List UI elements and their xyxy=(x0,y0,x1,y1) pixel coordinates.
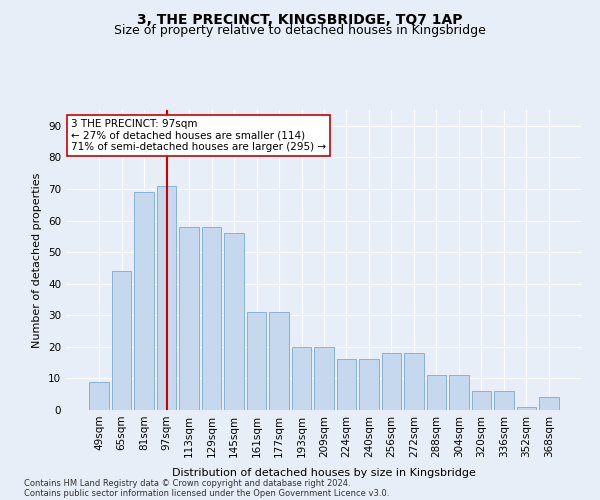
Y-axis label: Number of detached properties: Number of detached properties xyxy=(32,172,43,348)
Text: 3, THE PRECINCT, KINGSBRIDGE, TQ7 1AP: 3, THE PRECINCT, KINGSBRIDGE, TQ7 1AP xyxy=(137,12,463,26)
X-axis label: Distribution of detached houses by size in Kingsbridge: Distribution of detached houses by size … xyxy=(172,468,476,478)
Bar xyxy=(202,227,221,410)
Bar xyxy=(472,391,491,410)
Text: Contains HM Land Registry data © Crown copyright and database right 2024.: Contains HM Land Registry data © Crown c… xyxy=(24,478,350,488)
Bar xyxy=(269,312,289,410)
Bar xyxy=(404,353,424,410)
Bar xyxy=(449,376,469,410)
Bar xyxy=(517,407,536,410)
Bar xyxy=(427,376,446,410)
Bar xyxy=(112,271,131,410)
Bar xyxy=(89,382,109,410)
Bar xyxy=(157,186,176,410)
Bar xyxy=(337,360,356,410)
Bar xyxy=(359,360,379,410)
Text: 3 THE PRECINCT: 97sqm
← 27% of detached houses are smaller (114)
71% of semi-det: 3 THE PRECINCT: 97sqm ← 27% of detached … xyxy=(71,119,326,152)
Bar xyxy=(292,347,311,410)
Bar xyxy=(494,391,514,410)
Bar xyxy=(179,227,199,410)
Bar xyxy=(382,353,401,410)
Bar xyxy=(224,233,244,410)
Bar xyxy=(539,398,559,410)
Bar xyxy=(247,312,266,410)
Text: Size of property relative to detached houses in Kingsbridge: Size of property relative to detached ho… xyxy=(114,24,486,37)
Bar xyxy=(134,192,154,410)
Bar xyxy=(314,347,334,410)
Text: Contains public sector information licensed under the Open Government Licence v3: Contains public sector information licen… xyxy=(24,488,389,498)
